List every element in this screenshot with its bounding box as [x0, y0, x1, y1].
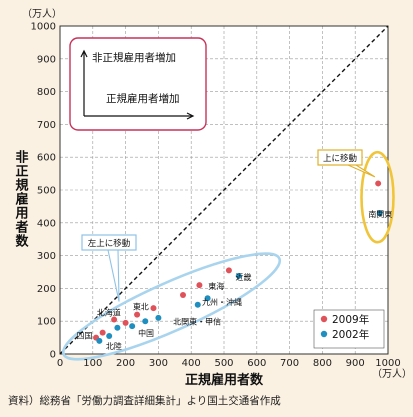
x-tick-label: 1000: [375, 358, 400, 369]
point-2009: [180, 291, 186, 298]
x-tick-label: 0: [57, 358, 63, 369]
x-tick-label: 900: [346, 358, 365, 369]
x-tick-label: 100: [83, 358, 102, 369]
callout-up-text: 上に移動: [323, 153, 357, 164]
point-2002: [204, 295, 211, 302]
region-label: 近畿: [235, 272, 251, 282]
x-tick-label: 200: [116, 358, 135, 369]
inset-vertical-arrowhead: [80, 49, 88, 58]
point-2002: [129, 323, 136, 330]
legend-label: 2009年: [332, 313, 369, 326]
y-tick-label: 200: [37, 284, 56, 295]
y-tick-label: 500: [37, 186, 56, 197]
y-axis-title: 非正規雇用者数: [13, 149, 30, 248]
region-label: 北関東・甲信: [173, 316, 221, 326]
point-2009: [99, 329, 106, 336]
x-tick-label: 300: [149, 358, 168, 369]
point-2002: [142, 318, 149, 325]
point-2002: [114, 324, 121, 331]
point-2002: [96, 337, 103, 344]
callout-upleft-text: 左上に移動: [88, 238, 131, 249]
legend-label: 2002年: [332, 328, 369, 341]
point-2002: [155, 314, 162, 321]
point-2009: [225, 267, 232, 274]
point-2009: [111, 316, 118, 323]
callout-up-box: [317, 149, 363, 166]
region-label: 北海道: [97, 308, 121, 318]
region-label: 九州・沖縄: [202, 297, 242, 307]
x-axis-title: 正規雇用者数: [185, 372, 264, 388]
point-2009: [134, 311, 141, 318]
region-label: 東海: [208, 281, 224, 291]
y-tick-label: 0: [50, 350, 56, 361]
x-tick-label: 700: [280, 358, 299, 369]
y-tick-label: 700: [37, 120, 56, 131]
y-tick-label: 1000: [31, 22, 56, 33]
point-2002: [106, 332, 113, 339]
source-note: 資料）総務省「労働力調査詳細集計」より国土交通省作成: [8, 394, 281, 407]
inset-horizontal-arrowhead: [186, 112, 195, 120]
x-tick-label: 600: [247, 358, 266, 369]
legend-marker: [320, 330, 328, 338]
y-tick-label: 100: [37, 317, 56, 328]
region-label: 中国: [138, 328, 154, 338]
y-tick-label: 900: [37, 54, 56, 65]
x-tick-label: 500: [214, 358, 233, 369]
point-2009: [375, 180, 382, 187]
points-layer: [93, 180, 383, 344]
region-label: 南関東: [368, 209, 392, 219]
overlay-layer: [59, 25, 395, 361]
legend-marker: [320, 315, 328, 323]
x-axis-unit: （万人）: [372, 368, 412, 380]
point-2002: [194, 301, 201, 308]
region-label: 東北: [133, 302, 149, 312]
y-tick-label: 300: [37, 251, 56, 262]
point-2009: [150, 305, 157, 312]
plot-border: [59, 25, 389, 355]
y-tick-label: 400: [37, 218, 56, 229]
region-label: 四国: [76, 331, 92, 340]
callout-up-pointer: [347, 164, 376, 178]
inset-horizontal-label: 正規雇用者増加: [106, 92, 180, 105]
callout-upleft-pointer: [107, 249, 120, 302]
cluster-ellipse: [61, 252, 282, 361]
region-label: 北陸: [106, 341, 122, 351]
point-2009: [196, 282, 203, 289]
y-tick-label: 600: [37, 153, 56, 164]
callout-upleft-box: [81, 234, 137, 251]
y-axis-unit: （万人）: [22, 8, 62, 20]
minami-kanto-ellipse: [360, 150, 395, 244]
inset-box: [69, 37, 207, 131]
point-2002: [235, 272, 242, 279]
diagonal-reference-line: [59, 25, 389, 355]
x-tick-label: 400: [182, 358, 201, 369]
x-tick-label: 800: [313, 358, 332, 369]
inset-vertical-label: 非正規雇用者増加: [92, 51, 176, 64]
point-2002: [376, 209, 383, 216]
y-tick-label: 800: [37, 87, 56, 98]
text-layer: 0 100 200 300 400 500 600 700 800 900 1000 0 100 200 3…: [8, 8, 412, 407]
point-2009: [122, 319, 129, 326]
